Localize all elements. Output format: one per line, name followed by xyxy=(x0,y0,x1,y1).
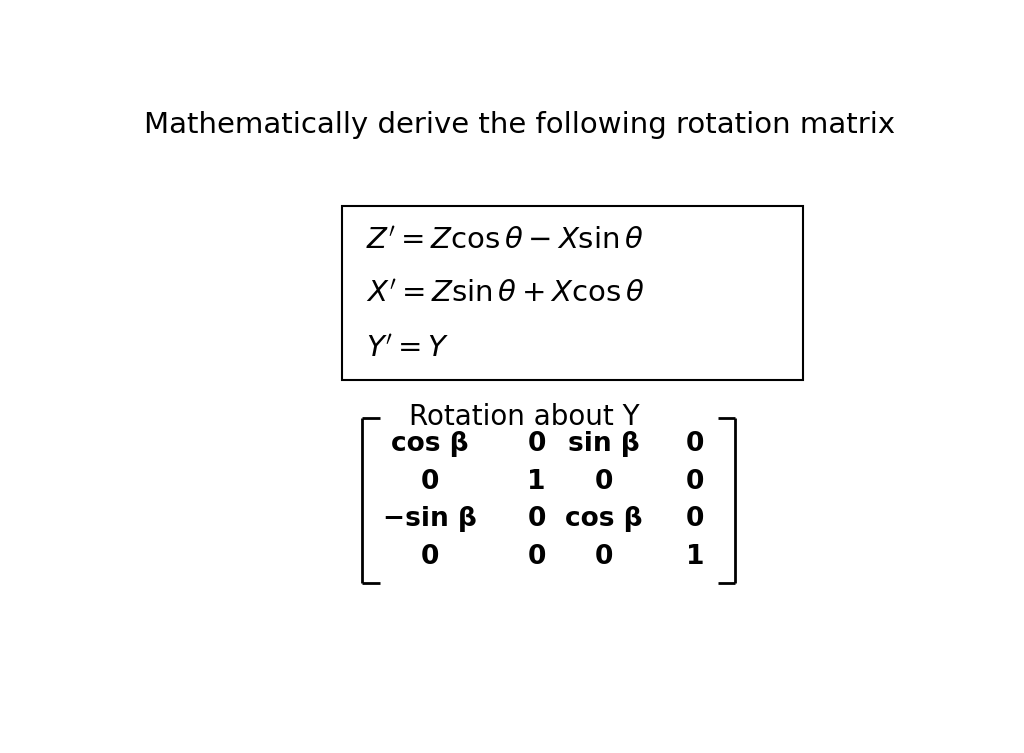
Text: Rotation about Y: Rotation about Y xyxy=(410,404,640,431)
Text: −sin β: −sin β xyxy=(383,507,476,532)
Text: 1: 1 xyxy=(527,468,546,495)
Text: 0: 0 xyxy=(686,507,705,532)
Text: cos β: cos β xyxy=(565,507,643,532)
Text: 0: 0 xyxy=(421,544,438,570)
Text: $Z' = Z\cos\theta - X\sin\theta$: $Z' = Z\cos\theta - X\sin\theta$ xyxy=(367,227,644,255)
Text: 0: 0 xyxy=(527,507,546,532)
Text: 0: 0 xyxy=(686,431,705,457)
Text: Mathematically derive the following rotation matrix: Mathematically derive the following rota… xyxy=(143,111,895,139)
Text: $X' = Z\sin\theta + X\cos\theta$: $X' = Z\sin\theta + X\cos\theta$ xyxy=(367,279,644,307)
Text: sin β: sin β xyxy=(568,431,640,457)
Text: 0: 0 xyxy=(595,468,613,495)
Text: 0: 0 xyxy=(686,468,705,495)
Text: 0: 0 xyxy=(527,544,546,570)
Text: 0: 0 xyxy=(595,544,613,570)
Bar xyxy=(342,206,803,380)
Text: cos β: cos β xyxy=(391,431,468,457)
Text: 1: 1 xyxy=(686,544,705,570)
Text: $Y' = Y$: $Y' = Y$ xyxy=(367,335,450,363)
Text: 0: 0 xyxy=(527,431,546,457)
Text: 0: 0 xyxy=(421,468,438,495)
